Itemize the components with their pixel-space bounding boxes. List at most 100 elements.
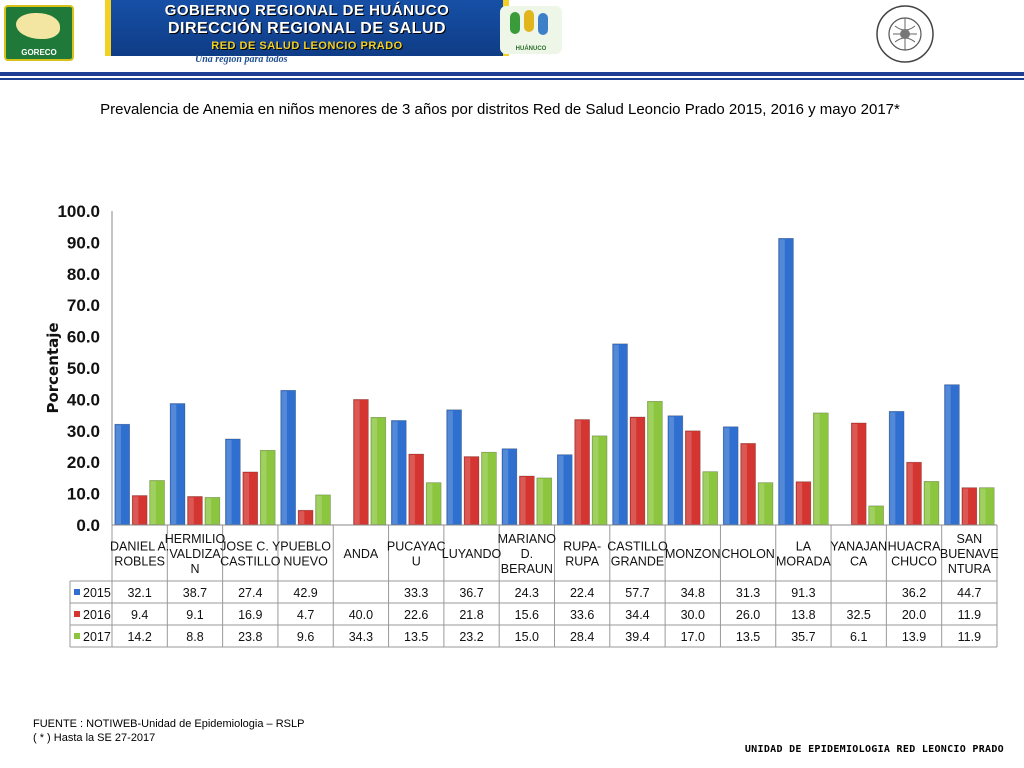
category-label: U bbox=[412, 555, 421, 569]
regional-government-logo: GORECO bbox=[4, 5, 74, 61]
data-label: 9.1 bbox=[186, 608, 203, 622]
legend-swatch-2017 bbox=[74, 633, 80, 639]
category-label: NUEVO bbox=[283, 555, 328, 569]
data-label: 8.8 bbox=[186, 630, 203, 644]
data-label: 14.2 bbox=[127, 630, 151, 644]
data-label: 23.2 bbox=[459, 630, 483, 644]
category-label: CHOLON bbox=[721, 547, 774, 561]
data-label: 34.8 bbox=[681, 586, 705, 600]
data-label: 26.0 bbox=[736, 608, 760, 622]
header-line-3: RED DE SALUD LEONCIO PRADO bbox=[211, 40, 403, 52]
bar-highlight-2016 bbox=[243, 472, 250, 524]
y-tick-label: 20.0 bbox=[67, 453, 100, 472]
bar-highlight-2017 bbox=[316, 495, 322, 524]
legend-series-name: 2015 bbox=[83, 586, 111, 600]
category-label: BUENAVE bbox=[940, 547, 999, 561]
bar-highlight-2015 bbox=[724, 427, 730, 524]
bar-highlight-2016 bbox=[409, 455, 415, 524]
bar-highlight-2017 bbox=[427, 483, 433, 524]
bar-highlight-2015 bbox=[890, 412, 896, 524]
bar-highlight-2015 bbox=[613, 344, 619, 524]
y-tick-label: 80.0 bbox=[67, 265, 100, 284]
legend-series-name: 2017 bbox=[83, 630, 111, 644]
category-label: BERAUN bbox=[501, 562, 553, 576]
unit-label: UNIDAD DE EPIDEMIOLOGIA RED LEONCIO PRAD… bbox=[744, 744, 1004, 755]
data-label: 40.0 bbox=[349, 608, 373, 622]
data-label: 57.7 bbox=[625, 586, 649, 600]
data-label: 22.6 bbox=[404, 608, 428, 622]
bar-highlight-2017 bbox=[759, 483, 765, 524]
category-label: JOSE C. Y bbox=[220, 540, 281, 554]
header-rule-thin bbox=[0, 78, 1024, 80]
bar-highlight-2015 bbox=[779, 239, 785, 524]
data-label: 24.3 bbox=[515, 586, 539, 600]
data-label: 13.8 bbox=[791, 608, 815, 622]
bar-highlight-2017 bbox=[924, 482, 931, 524]
category-label: N bbox=[190, 562, 199, 576]
anemia-bar-chart: 0.0 10.0 20.0 30.0 40.0 50.0 60.0 70.0 80.0 90.0 1… bbox=[44, 202, 999, 648]
data-label: 36.2 bbox=[902, 586, 926, 600]
category-label: VALDIZA bbox=[169, 547, 221, 561]
data-label: 32.1 bbox=[127, 586, 151, 600]
bar-highlight-2015 bbox=[115, 425, 121, 524]
bar-highlight-2017 bbox=[537, 478, 544, 524]
category-label: CA bbox=[850, 555, 868, 569]
data-label: 4.7 bbox=[297, 608, 314, 622]
bar-highlight-2015 bbox=[392, 421, 398, 524]
data-label: 33.6 bbox=[570, 608, 594, 622]
data-label: 42.9 bbox=[293, 586, 317, 600]
category-label: MORADA bbox=[776, 555, 832, 569]
data-label: 36.7 bbox=[459, 586, 483, 600]
category-label: GRANDE bbox=[611, 555, 664, 569]
y-tick-label: 70.0 bbox=[67, 296, 100, 315]
y-tick-label: 50.0 bbox=[67, 359, 100, 378]
y-tick-label: 30.0 bbox=[67, 422, 100, 441]
gov-logo-label: GORECO bbox=[21, 48, 57, 57]
footnote-text: ( * ) Hasta la SE 27-2017 bbox=[33, 732, 156, 744]
data-label: 11.9 bbox=[958, 630, 981, 644]
y-tick-label: 0.0 bbox=[76, 516, 100, 535]
bar-highlight-2017 bbox=[150, 481, 156, 524]
data-label: 13.5 bbox=[404, 630, 428, 644]
category-label: NTURA bbox=[948, 562, 992, 576]
category-label: RUPA bbox=[565, 555, 599, 569]
source-note: FUENTE : NOTIWEB-Unidad de Epidemiologia… bbox=[33, 717, 304, 745]
category-label: DANIEL A. bbox=[110, 540, 169, 554]
bar-highlight-2017 bbox=[261, 451, 267, 524]
header-rule bbox=[0, 72, 1024, 76]
epidemiology-network-seal bbox=[876, 5, 934, 63]
bar-highlight-2015 bbox=[945, 385, 951, 524]
data-label: 22.4 bbox=[570, 586, 594, 600]
data-label: 9.4 bbox=[131, 608, 148, 622]
bar-highlight-2017 bbox=[593, 436, 599, 524]
bar-highlight-2016 bbox=[465, 457, 471, 524]
legend-swatch-2015 bbox=[74, 589, 80, 595]
data-label: 13.9 bbox=[902, 630, 926, 644]
category-label: HERMILIO bbox=[165, 532, 226, 546]
y-tick-label: 10.0 bbox=[67, 485, 100, 504]
y-tick-label: 100.0 bbox=[57, 202, 100, 221]
category-label: CHUCO bbox=[891, 555, 937, 569]
data-label: 31.3 bbox=[736, 586, 760, 600]
y-tick-label: 40.0 bbox=[67, 390, 100, 409]
bar-highlight-2015 bbox=[281, 391, 287, 524]
header-line-2: DIRECCIÓN REGIONAL DE SALUD bbox=[167, 20, 447, 37]
data-label: 33.3 bbox=[404, 586, 428, 600]
data-label: 28.4 bbox=[570, 630, 594, 644]
data-label: 13.5 bbox=[736, 630, 760, 644]
data-label: 34.3 bbox=[349, 630, 373, 644]
header-title-band: GOBIERNO REGIONAL DE HUÁNUCO DIRECCIÓN R… bbox=[105, 0, 509, 56]
y-tick-label: 90.0 bbox=[67, 233, 100, 252]
data-label: 6.1 bbox=[850, 630, 867, 644]
bar-highlight-2016 bbox=[520, 477, 526, 524]
bar-highlight-2016 bbox=[907, 463, 913, 524]
bar-highlight-2017 bbox=[703, 472, 709, 524]
region-map-icon bbox=[16, 13, 60, 39]
category-label: CASTILLO bbox=[607, 540, 668, 554]
header-banner: GORECO GOBIERNO REGIONAL DE HUÁNUCO DIRE… bbox=[0, 0, 570, 72]
bar-highlight-2017 bbox=[482, 453, 488, 524]
category-label: MARIANO bbox=[498, 532, 557, 546]
data-label: 30.0 bbox=[681, 608, 705, 622]
data-label: 27.4 bbox=[238, 586, 262, 600]
data-label: 38.7 bbox=[183, 586, 207, 600]
